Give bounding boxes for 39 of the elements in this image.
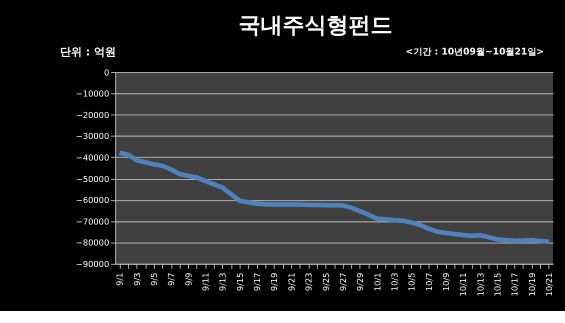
- x-tick-label: 9/3: [132, 272, 142, 286]
- y-tick-label: −70000: [76, 216, 110, 226]
- x-tick-label: 9/1: [114, 272, 125, 286]
- x-tick-label: 9/11: [200, 272, 211, 292]
- x-tick-label: 10/21: [544, 272, 554, 296]
- x-tick-label: 9/25: [320, 272, 331, 292]
- x-tick-label: 10/17: [510, 272, 520, 296]
- chart-title: 국내주식형펀드: [238, 12, 393, 38]
- y-tick-label: −20000: [76, 110, 110, 120]
- x-tick-label: 10/11: [458, 272, 468, 296]
- x-tick-label: 10/3: [389, 272, 400, 292]
- x-tick-label: 10/15: [492, 272, 502, 296]
- y-tick-label: −90000: [76, 259, 110, 270]
- x-tick-label: 10/5: [406, 272, 417, 292]
- x-tick-label: 9/17: [252, 272, 262, 292]
- y-tick-label: −40000: [76, 152, 110, 163]
- y-tick-label: 0: [104, 67, 110, 78]
- y-tick-label: −30000: [76, 131, 110, 142]
- x-tick-label: 9/21: [286, 272, 296, 292]
- x-tick-label: 9/19: [269, 272, 280, 292]
- y-tick-label: −80000: [76, 238, 110, 248]
- x-tick-label: 9/29: [355, 272, 366, 292]
- text: 단위 : 억원: [60, 45, 116, 58]
- x-tick-label: 10/1: [372, 272, 382, 292]
- x-tick-label: 9/15: [234, 272, 245, 292]
- x-tick-label: 9/27: [338, 272, 348, 292]
- x-tick-label: 9/9: [183, 272, 194, 286]
- text: <기간 : 10년09월~10월21일>: [406, 46, 544, 58]
- x-tick-label: 9/7: [166, 272, 176, 286]
- x-tick-label: 10/9: [440, 272, 451, 292]
- x-tick-label: 9/13: [218, 272, 228, 292]
- x-tick-label: 9/23: [304, 272, 314, 292]
- x-tick-label: 10/13: [475, 272, 486, 296]
- x-tick-label: 10/19: [526, 272, 537, 296]
- y-tick-label: −60000: [76, 195, 110, 206]
- y-tick-label: −10000: [76, 88, 110, 99]
- x-tick-label: 9/5: [149, 272, 160, 286]
- y-tick-label: −50000: [76, 174, 110, 184]
- x-tick-label: 10/7: [424, 272, 434, 292]
